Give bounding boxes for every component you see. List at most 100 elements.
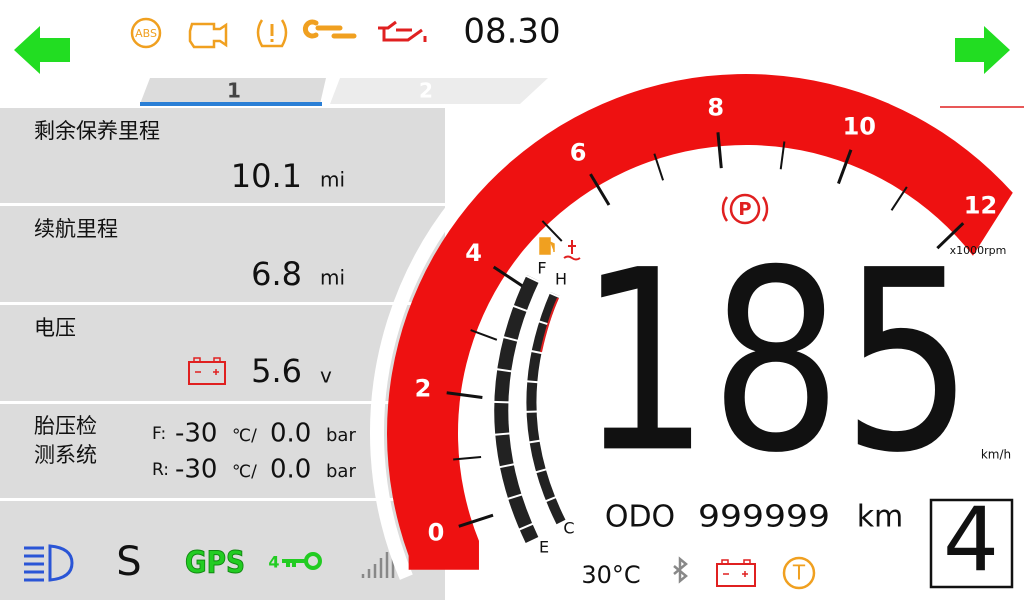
tpms-prefix: R: bbox=[152, 460, 169, 480]
row-value: 10.1 bbox=[231, 157, 302, 195]
tpms-pressure-unit: bar bbox=[326, 425, 356, 446]
tpms-temp-unit: ℃/ bbox=[232, 426, 257, 446]
tach-tick bbox=[653, 153, 665, 181]
row-label: 剩余保养里程 bbox=[34, 119, 160, 143]
abs-ring bbox=[130, 17, 162, 49]
gear: 4 bbox=[943, 488, 999, 591]
fuel-icon bbox=[539, 237, 555, 255]
row-unit: v bbox=[320, 364, 332, 388]
info-row bbox=[0, 108, 445, 203]
tab-1-label: 1 bbox=[227, 79, 241, 103]
headlight-lamp bbox=[48, 544, 74, 582]
row-value: 6.8 bbox=[251, 255, 302, 293]
sport-mode: S bbox=[116, 539, 141, 585]
ambient-temp: 30°C bbox=[581, 561, 640, 589]
tach-band bbox=[387, 73, 1013, 570]
key-blade bbox=[282, 559, 308, 567]
tach-label: 0 bbox=[428, 519, 445, 547]
battery-body bbox=[188, 361, 226, 385]
tach-tick bbox=[936, 222, 965, 250]
tcs-text: T bbox=[792, 561, 806, 585]
tpms-prefix: F: bbox=[152, 424, 166, 444]
tach-tick bbox=[470, 329, 498, 341]
tab-1-indicator bbox=[140, 102, 322, 106]
service-icon bbox=[302, 19, 357, 39]
clock: 08.30 bbox=[463, 12, 560, 52]
tach-tick bbox=[453, 455, 482, 461]
left-arrow[interactable] bbox=[14, 26, 70, 74]
tpms-label: 胎压检 bbox=[34, 414, 97, 438]
gps-icon: GPS bbox=[185, 546, 245, 581]
speed: 185 bbox=[579, 216, 974, 507]
battery-terminals bbox=[721, 559, 751, 577]
tire-mark bbox=[270, 24, 274, 36]
tpms-label: 测系统 bbox=[34, 443, 97, 467]
gear-box bbox=[929, 498, 1014, 589]
row-unit: mi bbox=[320, 266, 345, 290]
tach-label: 6 bbox=[570, 139, 587, 167]
tab-2[interactable] bbox=[330, 78, 548, 104]
icon-row bbox=[0, 501, 445, 600]
tpms-pressure: 0.0 bbox=[270, 419, 311, 449]
tach-tick bbox=[541, 220, 563, 242]
tire-warning-icon bbox=[256, 19, 288, 48]
fuel-full-label: F bbox=[537, 259, 546, 278]
odo-label: ODO bbox=[605, 500, 675, 535]
tpms-temp: -30 bbox=[175, 455, 217, 485]
tab-1[interactable] bbox=[140, 78, 326, 104]
engine-icon bbox=[188, 22, 228, 49]
tach-tick bbox=[492, 265, 525, 289]
odo-value: 999999 bbox=[698, 500, 830, 535]
tach-tick bbox=[458, 513, 494, 528]
abs-icon: ABS bbox=[130, 17, 162, 49]
speed-unit: km/h bbox=[981, 448, 1011, 462]
tpms-pressure-unit: bar bbox=[326, 461, 356, 482]
tcs-ring bbox=[782, 556, 816, 590]
temp-cold-label: C bbox=[563, 519, 574, 538]
tcs-icon: T bbox=[782, 556, 816, 590]
row-unit: mi bbox=[320, 168, 345, 192]
bluetooth-icon bbox=[673, 556, 688, 584]
fuel-bar bbox=[494, 274, 540, 544]
abs-text: ABS bbox=[135, 27, 157, 40]
tach-tick bbox=[890, 186, 908, 211]
tach-tick bbox=[837, 149, 853, 185]
temp-hot-label: H bbox=[555, 270, 567, 289]
battery-body bbox=[716, 563, 756, 587]
tach-label: 8 bbox=[707, 93, 724, 121]
tab-2-label: 2 bbox=[419, 79, 433, 103]
info-row bbox=[0, 206, 445, 302]
row-label: 续航里程 bbox=[34, 217, 118, 241]
tpms-pressure: 0.0 bbox=[270, 455, 311, 485]
tpms-temp-unit: ℃/ bbox=[232, 462, 257, 482]
headlight-beams bbox=[24, 546, 44, 582]
temp-bar-redline bbox=[540, 297, 559, 353]
signal-icon bbox=[361, 546, 395, 578]
tachometer: 0 2 4 6 8 10 12 x1000rpm bbox=[370, 56, 1024, 580]
parking-ring bbox=[729, 193, 761, 225]
row-value: 5.6 bbox=[251, 352, 302, 390]
battery-icon bbox=[188, 357, 226, 385]
tach-unit: x1000rpm bbox=[950, 244, 1007, 257]
key-icon: 4 bbox=[268, 552, 322, 572]
parking-icon: P bbox=[721, 193, 769, 225]
row-label: 电压 bbox=[34, 316, 76, 340]
tire-outline bbox=[256, 19, 288, 48]
tach-tick bbox=[779, 141, 786, 170]
tach-label: 4 bbox=[465, 239, 482, 267]
parking-text: P bbox=[738, 199, 751, 220]
key-bow bbox=[304, 552, 322, 570]
headlight-icon bbox=[24, 544, 74, 582]
fuel-empty-label: E bbox=[539, 538, 549, 557]
tpms-temp: -30 bbox=[175, 419, 217, 449]
right-arrow[interactable] bbox=[955, 26, 1010, 74]
tach-label: 12 bbox=[964, 192, 997, 220]
tach-tick bbox=[589, 173, 611, 206]
tach-halo bbox=[370, 56, 1024, 580]
parking-brackets bbox=[721, 196, 769, 222]
oil-icon bbox=[378, 20, 427, 42]
tire-dot bbox=[270, 39, 274, 42]
odo-unit: km bbox=[857, 500, 904, 535]
battery-terminals bbox=[193, 357, 221, 375]
